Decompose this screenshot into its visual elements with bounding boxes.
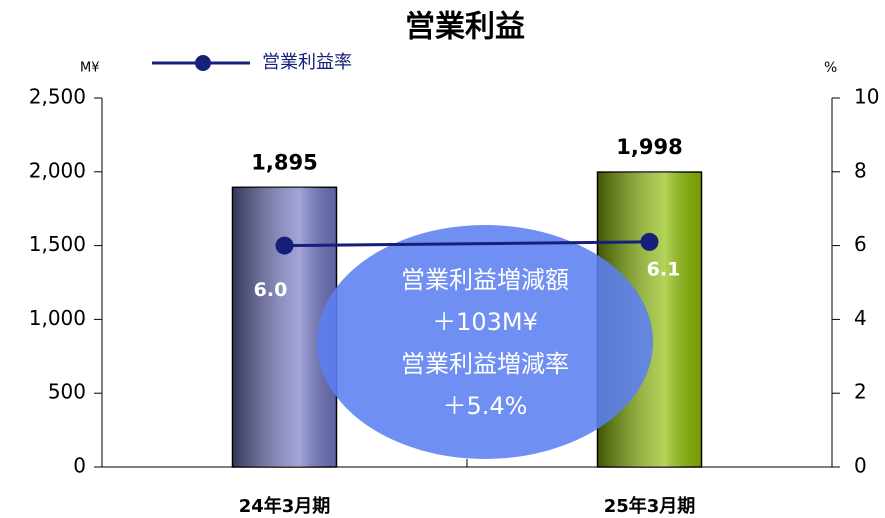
y2-unit: % (824, 60, 837, 76)
y-tick-label: 500 (48, 380, 86, 404)
line-marker (275, 236, 294, 255)
x-tick-label: 25年3月期 (604, 495, 696, 517)
y-tick-label: 1,000 (29, 306, 86, 330)
y2-tick-label: 0 (854, 454, 867, 478)
line-value-label: 6.1 (647, 258, 681, 280)
y-tick-label: 1,500 (29, 232, 86, 256)
line (284, 240, 650, 248)
bar-value-label: 1,998 (616, 135, 682, 159)
y-tick-label: 2,000 (29, 158, 86, 182)
annotation-text: 営業利益増減率 (401, 350, 569, 378)
y-tick-label: 0 (73, 454, 86, 478)
annotation-text: 営業利益増減額 (401, 266, 569, 294)
y2-tick-label: 8 (854, 158, 867, 182)
annotation-bubble (317, 225, 653, 459)
legend-marker (195, 55, 211, 71)
y-unit: M¥ (80, 61, 100, 76)
y2-tick-label: 10 (854, 85, 879, 109)
bar-value-label: 1,895 (251, 150, 317, 174)
line-marker (640, 232, 659, 251)
y2-tick-label: 2 (854, 380, 867, 404)
x-tick-label: 24年3月期 (239, 495, 331, 517)
y-tick-label: 2,500 (29, 85, 86, 109)
line-value-label: 6.0 (254, 279, 288, 301)
chart-title: 営業利益 (405, 10, 525, 45)
y2-tick-label: 6 (854, 232, 867, 256)
y2-tick-label: 4 (854, 306, 867, 330)
legend-label: 営業利益率 (262, 52, 352, 73)
annotation-text: ＋5.4% (443, 392, 528, 420)
annotation-text: ＋103M¥ (432, 308, 538, 336)
